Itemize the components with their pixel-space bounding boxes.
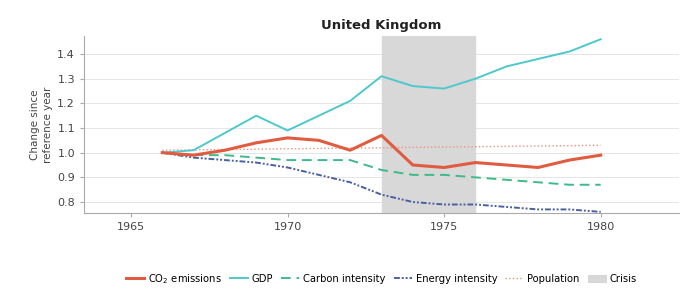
Legend: CO$_2$ emissions, GDP, Carbon intensity, Energy intensity, Population, Crisis: CO$_2$ emissions, GDP, Carbon intensity,… (122, 268, 641, 290)
Bar (382, 36, 475, 213)
Y-axis label: Change since
reference year: Change since reference year (30, 86, 53, 163)
Title: United Kingdom: United Kingdom (321, 19, 442, 32)
